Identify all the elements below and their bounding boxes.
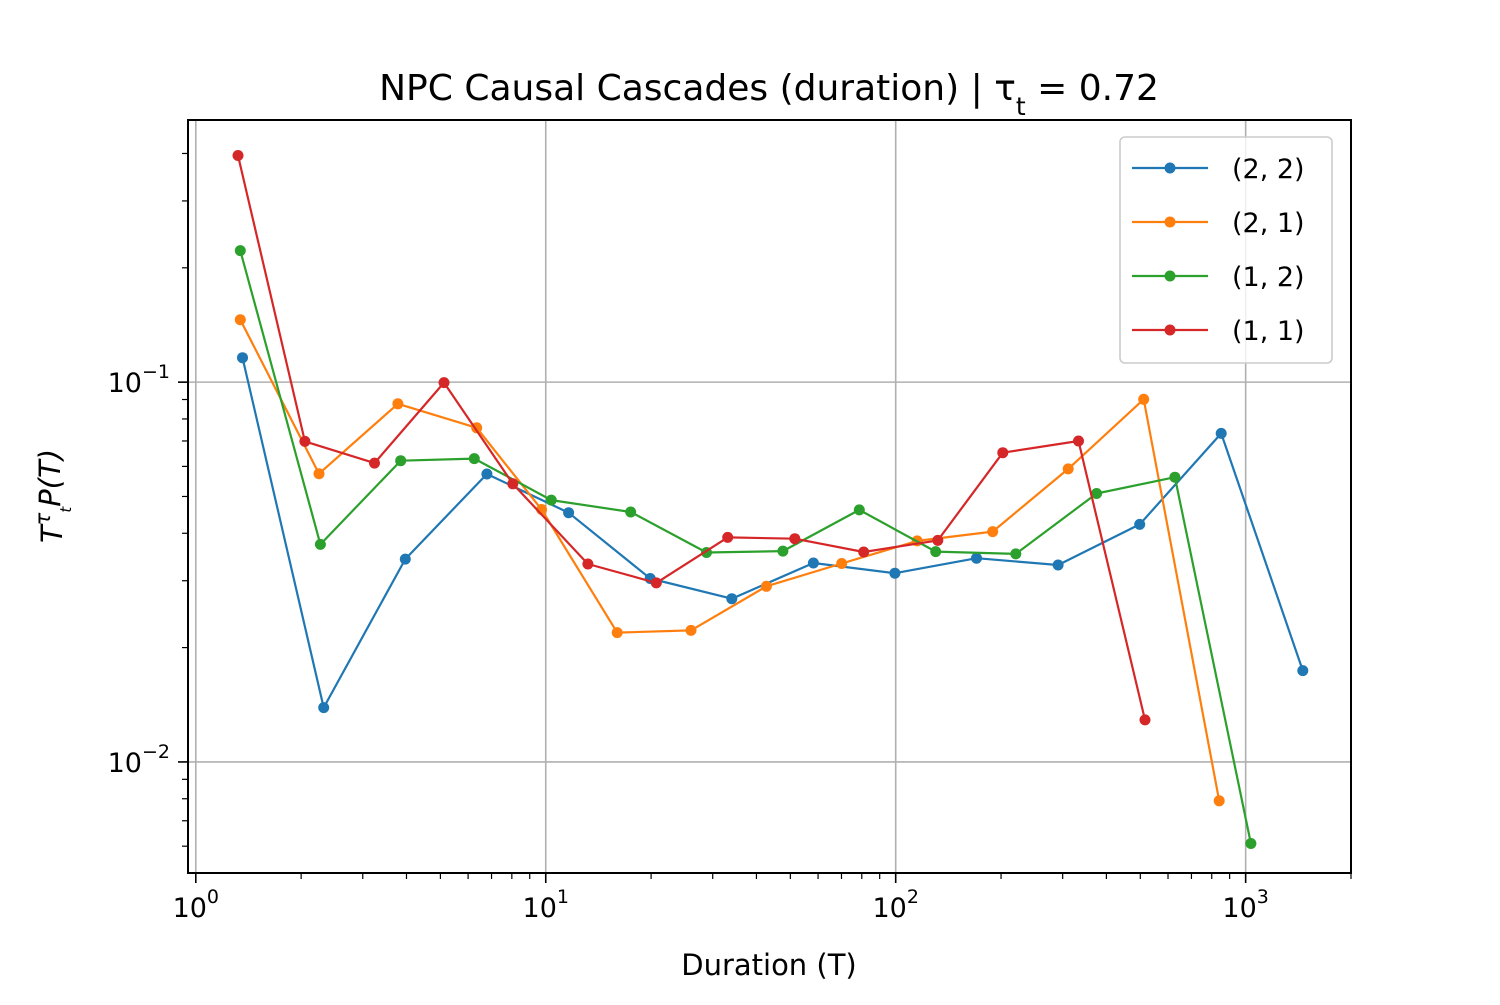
chart-title: NPC Causal Cascades (duration) | τt = 0.…: [379, 68, 1159, 121]
data-point: [932, 534, 944, 546]
x-tick-label: 101: [523, 886, 569, 924]
data-point: [399, 553, 411, 565]
data-point: [1169, 471, 1181, 483]
data-point: [232, 150, 244, 161]
data-point: [836, 558, 848, 569]
data-point: [299, 435, 311, 447]
data-point: [234, 314, 246, 326]
legend-entry: (1, 1): [1132, 316, 1305, 347]
legend-label: (1, 1): [1232, 316, 1305, 347]
legend-label: (2, 2): [1232, 154, 1305, 185]
x-tick-label: 100: [173, 886, 219, 924]
legend: (2, 2) (2, 1) (1, 2) (1, 1): [1119, 136, 1333, 364]
data-point: [314, 538, 326, 550]
series-1: [237, 352, 1309, 714]
series-layer: [232, 150, 1309, 849]
data-point: [760, 580, 772, 592]
series-4: [232, 150, 1151, 726]
data-point: [1138, 393, 1150, 405]
data-point: [395, 455, 407, 467]
data-point: [1073, 435, 1084, 447]
data-point: [625, 506, 637, 518]
data-point: [1213, 795, 1225, 807]
data-point: [1062, 463, 1074, 475]
series-line: [239, 250, 1252, 844]
data-point: [650, 577, 662, 589]
data-point: [1052, 559, 1064, 571]
x-axis-label: Duration (T): [681, 948, 857, 982]
data-point: [1245, 838, 1257, 849]
data-point: [563, 507, 575, 519]
data-point: [1297, 665, 1309, 677]
y-tick-label: 10−2: [108, 741, 170, 779]
data-point: [481, 468, 493, 480]
data-point: [1134, 518, 1146, 530]
data-point: [789, 533, 801, 545]
data-point: [685, 624, 697, 636]
legend-label: (1, 2): [1232, 262, 1305, 293]
data-point: [507, 478, 519, 490]
series-line: [241, 357, 1304, 709]
y-axis-label: TτtP(T): [31, 449, 75, 543]
data-point: [987, 526, 999, 538]
data-point: [1139, 714, 1151, 726]
series-line: [236, 155, 1147, 721]
data-point: [545, 494, 557, 506]
series-3: [234, 245, 1257, 849]
legend-marker: [1164, 270, 1176, 282]
x-tick-label: 102: [872, 886, 918, 924]
data-point: [930, 546, 942, 558]
data-point: [971, 552, 982, 564]
data-point: [807, 557, 819, 569]
data-point: [234, 245, 246, 257]
data-point: [889, 567, 901, 579]
legend-label: (2, 1): [1232, 208, 1305, 239]
series-line: [239, 319, 1221, 802]
x-tick-label: 103: [1222, 886, 1268, 924]
data-point: [1091, 488, 1103, 499]
data-point: [858, 546, 870, 558]
data-point: [777, 545, 789, 557]
data-point: [468, 453, 480, 465]
data-point: [1215, 427, 1227, 439]
legend-entry: (2, 1): [1132, 208, 1305, 239]
axis-ticks: 100 101 102 103 10−2 10−1: [108, 152, 1352, 924]
data-point: [853, 504, 865, 516]
y-tick-label: 10−1: [108, 361, 170, 399]
data-point: [582, 558, 594, 570]
legend-entry: (1, 2): [1132, 262, 1305, 293]
legend-box: [1119, 136, 1333, 364]
data-point: [392, 398, 404, 410]
data-point: [237, 352, 248, 364]
data-point: [997, 447, 1009, 459]
data-point: [318, 702, 330, 714]
data-point: [1010, 548, 1022, 560]
data-point: [611, 627, 623, 639]
legend-marker: [1164, 324, 1176, 336]
data-point: [313, 468, 325, 480]
data-point: [369, 457, 380, 469]
legend-marker: [1164, 216, 1176, 228]
data-point: [726, 593, 738, 605]
data-point: [722, 531, 734, 543]
legend-marker: [1164, 162, 1176, 174]
legend-entry: (2, 2): [1132, 154, 1305, 185]
data-point: [438, 377, 450, 389]
